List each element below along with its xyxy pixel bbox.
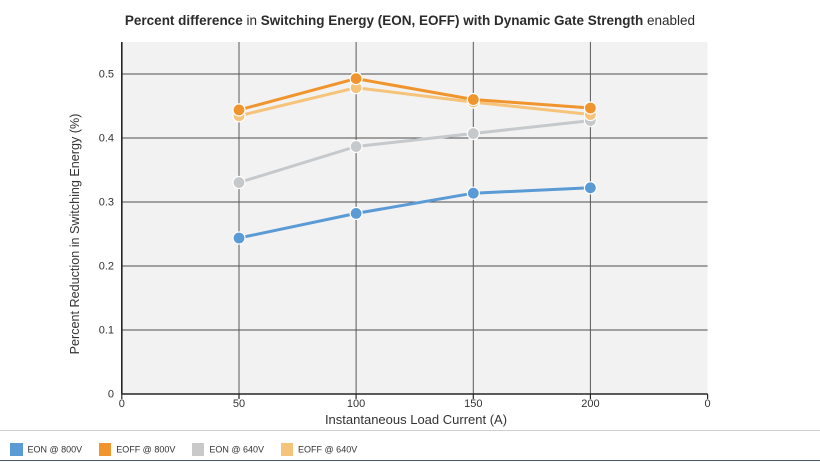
- svg-text:0: 0: [705, 398, 711, 410]
- svg-text:200: 200: [581, 398, 599, 410]
- svg-text:0.5: 0.5: [99, 69, 114, 81]
- svg-text:0: 0: [108, 389, 114, 401]
- svg-text:0.4: 0.4: [99, 133, 114, 145]
- svg-text:50: 50: [233, 398, 245, 410]
- svg-text:150: 150: [464, 398, 482, 410]
- svg-text:0.3: 0.3: [99, 197, 114, 209]
- svg-text:0.1: 0.1: [99, 325, 114, 337]
- svg-text:100: 100: [347, 398, 365, 410]
- svg-text:0.2: 0.2: [99, 261, 114, 273]
- svg-text:0: 0: [119, 398, 125, 410]
